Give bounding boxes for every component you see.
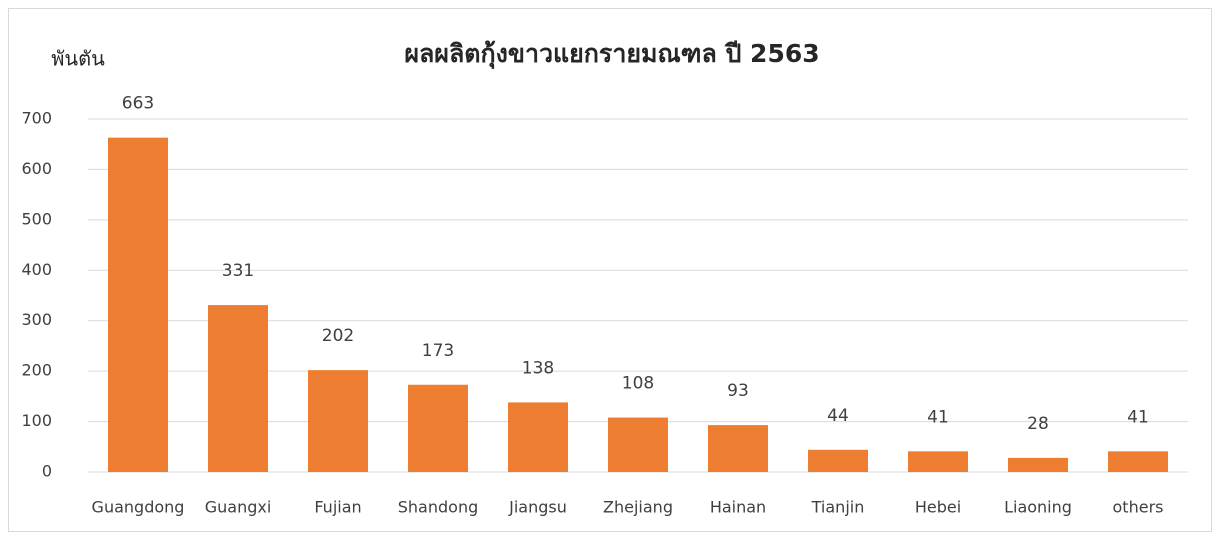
data-label: 138 — [522, 358, 554, 378]
bar — [508, 402, 568, 472]
y-tick-label: 100 — [21, 411, 52, 430]
x-tick-label: Zhejiang — [603, 498, 673, 517]
bar — [1008, 457, 1068, 472]
x-tick-label: Tianjin — [811, 498, 865, 517]
x-tick-label: Jiangsu — [508, 498, 567, 517]
x-tick-label: Fujian — [314, 498, 361, 517]
data-label: 28 — [1027, 414, 1049, 434]
y-tick-label: 600 — [21, 159, 52, 178]
bar — [108, 137, 168, 472]
y-tick-label: 700 — [21, 109, 52, 128]
data-label: 202 — [322, 326, 354, 346]
bar — [408, 384, 468, 472]
y-tick-label: 500 — [21, 209, 52, 228]
y-tick-label: 0 — [42, 462, 52, 481]
bar — [308, 370, 368, 472]
data-label: 331 — [222, 261, 254, 281]
y-tick-label: 200 — [21, 361, 52, 380]
x-tick-label: Guangdong — [92, 498, 185, 517]
y-tick-label: 400 — [21, 260, 52, 279]
data-label: 41 — [1127, 407, 1149, 427]
data-label: 663 — [122, 94, 154, 114]
x-tick-label: Shandong — [398, 498, 478, 517]
bar — [608, 417, 668, 472]
data-label: 41 — [927, 407, 949, 427]
x-tick-label: others — [1113, 498, 1164, 517]
y-tick-label: 300 — [21, 310, 52, 329]
bar — [208, 305, 268, 472]
y-axis-label: พันตัน — [51, 47, 105, 71]
x-tick-label: Liaoning — [1004, 498, 1072, 517]
data-label: 93 — [727, 381, 749, 401]
x-tick-label: Guangxi — [205, 498, 272, 517]
data-label: 173 — [422, 341, 454, 361]
bar — [808, 449, 868, 472]
x-tick-label: Hebei — [915, 498, 961, 517]
bar — [708, 425, 768, 472]
chart-title: ผลผลิตกุ้งขาวแยกรายมณฑล ปี 2563 — [404, 39, 819, 70]
bar — [908, 451, 968, 472]
data-label: 44 — [827, 406, 849, 426]
x-tick-label: Hainan — [710, 498, 766, 517]
data-label: 108 — [622, 374, 654, 394]
bar — [1108, 451, 1168, 472]
